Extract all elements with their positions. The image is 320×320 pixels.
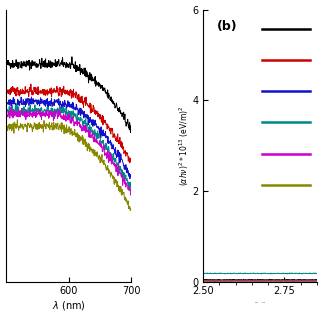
Y-axis label: $(\alpha h\nu)^2*10^{13}\ \rm(eV/m)^2$: $(\alpha h\nu)^2*10^{13}\ \rm(eV/m)^2$ (177, 105, 191, 186)
Text: (b): (b) (217, 20, 237, 34)
X-axis label: $\lambda$ (nm): $\lambda$ (nm) (52, 299, 86, 312)
X-axis label: 2.50       2.75: 2.50 2.75 (255, 302, 265, 303)
